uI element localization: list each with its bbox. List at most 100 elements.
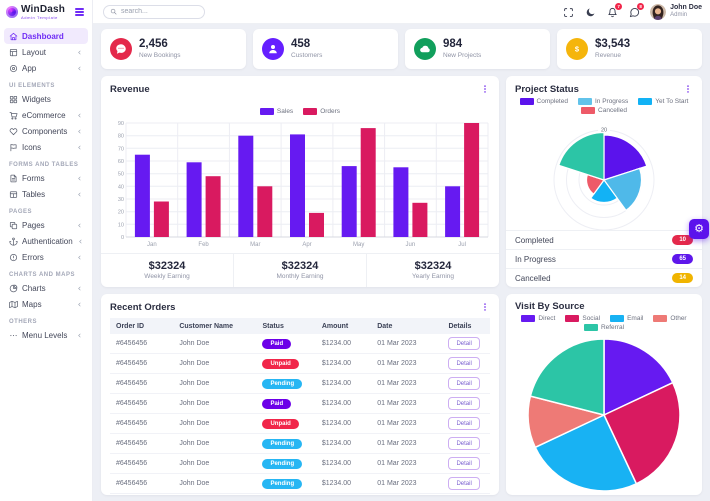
sidebar-item-label: Layout <box>22 47 47 57</box>
order-date: 01 Mar 2023 <box>371 433 443 454</box>
recent-orders-menu-button[interactable] <box>480 301 490 313</box>
sidebar-toggle-button[interactable] <box>73 6 86 18</box>
sidebar-item-label: Maps <box>22 299 42 309</box>
legend-item-yet-to-start[interactable]: Yet To Start <box>638 98 688 105</box>
status-row-label: In Progress <box>515 254 556 264</box>
app-logo[interactable]: WinDash Admin Template <box>6 4 65 20</box>
sidebar-item-charts[interactable]: Charts <box>4 280 88 296</box>
order-date: 01 Mar 2023 <box>371 353 443 374</box>
order-detail-button[interactable]: Detail <box>448 437 480 450</box>
legend-item-direct[interactable]: Direct <box>521 315 555 322</box>
legend-item-email[interactable]: Email <box>610 315 643 322</box>
legend-label: Referral <box>600 324 625 331</box>
chevron-left-icon <box>76 254 83 261</box>
order-detail-button[interactable]: Detail <box>448 357 480 370</box>
order-id: #6456456 <box>110 334 174 354</box>
heart-icon <box>9 127 18 136</box>
order-amount: $1234.00 <box>315 373 372 394</box>
order-customer: John Doe <box>173 334 257 354</box>
chevron-left-icon <box>76 175 83 182</box>
earning-cell-monthly-earning: $32324 Monthly Earning <box>233 254 366 287</box>
kebab-icon <box>687 85 689 93</box>
settings-fab[interactable]: ⚙ <box>689 219 709 239</box>
chevron-left-icon <box>76 332 83 339</box>
dark-mode-button[interactable] <box>584 6 596 18</box>
legend-item-other[interactable]: Other <box>653 315 687 322</box>
sidebar-item-components[interactable]: Components <box>4 123 88 139</box>
legend-item-social[interactable]: Social <box>565 315 600 322</box>
sidebar-item-widgets[interactable]: Widgets <box>4 91 88 107</box>
sidebar-item-app[interactable]: App <box>4 60 88 76</box>
revenue-bar-chart: 0 10 20 30 40 50 60 70 80 90 Jan Feb Mar Apr May Jun Jul <box>118 121 489 248</box>
svg-text:20: 20 <box>118 210 124 216</box>
fullscreen-button[interactable] <box>562 6 574 18</box>
sidebar-item-label: Pages <box>22 220 45 230</box>
sidebar-item-dashboard[interactable]: Dashboard <box>4 28 88 44</box>
svg-text:Feb: Feb <box>198 242 209 248</box>
user-menu[interactable]: John Doe Admin <box>650 3 702 20</box>
widgets-icon <box>9 95 18 104</box>
order-detail-button[interactable]: Detail <box>448 417 480 430</box>
order-detail-button[interactable]: Detail <box>448 377 480 390</box>
search-input[interactable] <box>121 8 198 15</box>
order-detail-button[interactable]: Detail <box>448 337 480 350</box>
order-date: 01 Mar 2023 <box>371 473 443 494</box>
messages-button[interactable]: 8 <box>628 2 645 18</box>
legend-swatch <box>577 98 592 105</box>
sidebar-item-label: Dashboard <box>22 31 64 41</box>
sidebar-item-icons[interactable]: Icons <box>4 139 88 155</box>
stat-label: Customers <box>291 52 323 59</box>
order-customer: John Doe <box>173 473 257 494</box>
legend-label: Direct <box>538 315 556 322</box>
sidebar-item-tables[interactable]: Tables <box>4 186 88 202</box>
legend-item-sales[interactable]: Sales <box>259 108 293 115</box>
stats-row: 2,456 New Bookings 458 Customers 984 New… <box>101 29 702 69</box>
svg-text:Jun: Jun <box>406 242 416 248</box>
order-amount: $1234.00 <box>315 473 372 494</box>
legend-item-referral[interactable]: Referral <box>583 324 625 331</box>
pages-icon <box>9 221 18 230</box>
order-customer: John Doe <box>173 453 257 474</box>
sidebar-item-forms[interactable]: Forms <box>4 170 88 186</box>
legend-item-orders[interactable]: Orders <box>303 108 340 115</box>
svg-text:Mar: Mar <box>250 242 260 248</box>
sidebar-item-menu-levels[interactable]: Menu Levels <box>4 327 88 343</box>
sidebar-item-errors[interactable]: Errors <box>4 249 88 265</box>
stat-value: 984 <box>443 38 463 51</box>
legend-item-completed[interactable]: Completed <box>519 98 568 105</box>
sidebar-item-ecommerce[interactable]: eCommerce <box>4 107 88 123</box>
revenue-panel-title: Revenue <box>110 83 150 95</box>
order-detail-button[interactable]: Detail <box>448 477 480 490</box>
more-icon <box>9 331 18 340</box>
cloud-icon <box>414 38 436 60</box>
order-row: #6456456 John Doe Paid $1234.00 01 Mar 2… <box>110 334 490 354</box>
svg-text:60: 60 <box>118 159 124 165</box>
svg-text:90: 90 <box>118 121 124 127</box>
revenue-panel-menu-button[interactable] <box>480 83 490 95</box>
avatar <box>650 3 667 20</box>
sidebar-section-heading: FORMS AND TABLES <box>9 162 79 168</box>
sidebar-item-maps[interactable]: Maps <box>4 296 88 312</box>
sidebar-item-layout[interactable]: Layout <box>4 44 88 60</box>
stat-card-new-projects: 984 New Projects <box>405 29 550 69</box>
panels-grid: Revenue Sales Orders 0 10 20 30 40 50 60 70 80 90… <box>101 76 702 495</box>
orders-column-details: Details <box>442 318 490 334</box>
sidebar-item-label: App <box>22 63 37 73</box>
sidebar-item-authentication[interactable]: Authentication <box>4 233 88 249</box>
legend-item-cancelled[interactable]: Cancelled <box>581 107 627 114</box>
order-amount: $1234.00 <box>315 334 372 354</box>
user-name: John Doe <box>670 4 702 12</box>
legend-item-in-progress[interactable]: In Progress <box>577 98 628 105</box>
project-status-menu-button[interactable] <box>683 83 693 95</box>
order-detail-button[interactable]: Detail <box>448 397 480 410</box>
svg-text:10: 10 <box>118 222 124 228</box>
chevron-left-icon <box>76 285 83 292</box>
sidebar-item-pages[interactable]: Pages <box>4 217 88 233</box>
order-detail-button[interactable]: Detail <box>448 457 480 470</box>
legend-label: Social <box>582 315 601 322</box>
legend-swatch <box>638 98 653 105</box>
user-role: Admin <box>670 12 688 19</box>
status-row-cancelled: Cancelled 14 <box>506 268 702 287</box>
kebab-icon <box>484 85 486 93</box>
notifications-button[interactable]: 7 <box>606 2 623 18</box>
